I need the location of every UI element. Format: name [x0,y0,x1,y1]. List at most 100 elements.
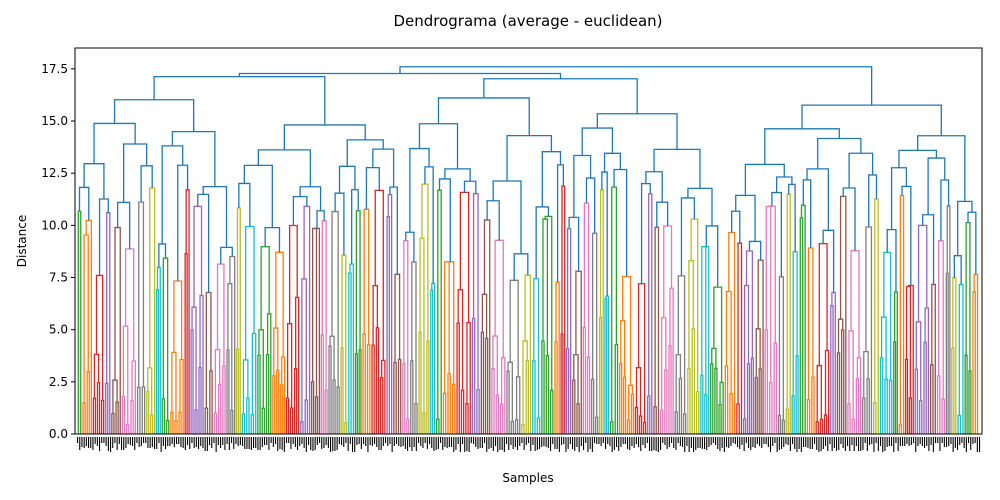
leaf-label-mark [235,437,237,444]
leaf-label-mark [420,437,422,446]
leaf-label-mark [110,437,112,452]
leaf-label-mark [616,437,618,447]
leaf-label-mark [550,437,552,451]
dendrogram-link [402,363,406,434]
leaf-label-mark [926,437,928,446]
leaf-label-mark [609,437,611,446]
dendrogram-link [695,391,700,434]
leaf-label-mark [831,437,833,451]
leaf-label-mark [794,437,796,449]
dendrogram-link [724,365,729,434]
dendrogram-link [510,421,515,434]
leaf-label-mark [343,437,345,447]
leaf-label-mark [147,437,149,448]
leaf-label-mark [431,437,433,448]
leaf-label-mark [569,437,571,444]
dendrogram-link [680,197,696,276]
dendrogram-link [314,227,321,434]
dendrogram-link [815,421,819,434]
dendrogram-link [700,374,704,434]
dendrogram-link [965,221,971,372]
leaf-label-mark [521,437,523,443]
dendrogram-link [354,353,358,434]
leaf-label-mark [123,437,125,450]
dendrogram-link [283,124,366,150]
leaf-label-mark [803,437,805,447]
leaf-label-mark [514,437,516,447]
leaf-label-mark [904,437,906,446]
leaf-label-mark [657,437,659,452]
leaf-label-mark [213,437,215,443]
leaf-label-mark [785,437,787,444]
dendrogram-link [250,413,255,434]
dendrogram-link [217,383,222,434]
dendrogram-link [653,148,701,189]
leaf-label-mark [338,437,340,444]
dendrogram-link [811,376,815,434]
leaf-label-mark [906,437,908,444]
dendrogram-link [161,398,166,434]
dendrogram-link [729,392,733,434]
dendrogram-link [619,362,623,434]
leaf-label-mark [712,437,714,443]
leaf-label-mark [195,437,197,447]
dendrogram-link [506,370,510,434]
dendrogram-link [678,377,683,434]
leaf-label-mark [382,437,384,446]
dendrogram-link [777,414,782,434]
leaf-label-mark [189,437,191,449]
leaf-label-mark [116,437,118,450]
dendrogram-link [285,397,290,434]
leaf-label-mark [525,437,527,445]
dendrogram-link [171,130,216,187]
dendrogram-link [446,261,455,385]
leaf-label-mark [618,437,620,451]
dendrogram-link [162,257,169,421]
dendrogram-link [898,149,938,168]
leaf-label-mark [145,437,147,443]
leaf-label-mark [330,437,332,452]
dendrogram-link [246,397,250,434]
leaf-label-mark [686,437,688,446]
dendrogram-link [830,305,834,434]
leaf-label-mark [662,437,664,443]
dendrogram-link [275,251,284,358]
dendrogram-link [634,406,639,434]
dendrogram-link [904,358,909,434]
y-tick-label: 12.5 [41,166,68,180]
dendrogram-link [418,331,422,434]
leaf-label-mark [259,437,261,450]
leaf-label-mark [299,437,301,446]
leaf-label-mark [209,437,211,445]
leaf-label-mark [220,437,222,448]
leaf-label-mark [886,437,888,447]
leaf-label-mark [176,437,178,444]
leaf-label-mark [684,437,686,452]
dendrogram-link [647,395,651,434]
leaf-label-mark [728,437,730,448]
dendrogram-link [386,216,391,434]
leaf-label-mark [301,437,303,444]
dendrogram-link [704,393,708,434]
leaf-label-mark [578,437,580,452]
leaf-label-mark [499,437,501,450]
leaf-label-mark [585,437,587,443]
leaf-label-mark [442,437,444,450]
leaf-label-mark [732,437,734,443]
leaf-label-mark [101,437,103,443]
dendrogram-link [311,381,315,434]
leaf-label-mark [818,437,820,452]
leaf-label-mark [332,437,334,451]
dendrogram-link [785,408,789,434]
leaf-label-mark [860,437,862,451]
dendrogram-link [514,419,519,434]
dendrogram-link [550,389,554,434]
dendrogram-link [718,403,722,434]
leaf-label-mark [266,437,268,445]
leaf-label-mark [902,437,904,446]
leaf-label-mark [376,437,378,447]
leaf-label-mark [363,437,365,444]
leaf-label-mark [932,437,934,452]
dendrogram-link [197,193,210,293]
dendrogram-link [581,127,614,156]
